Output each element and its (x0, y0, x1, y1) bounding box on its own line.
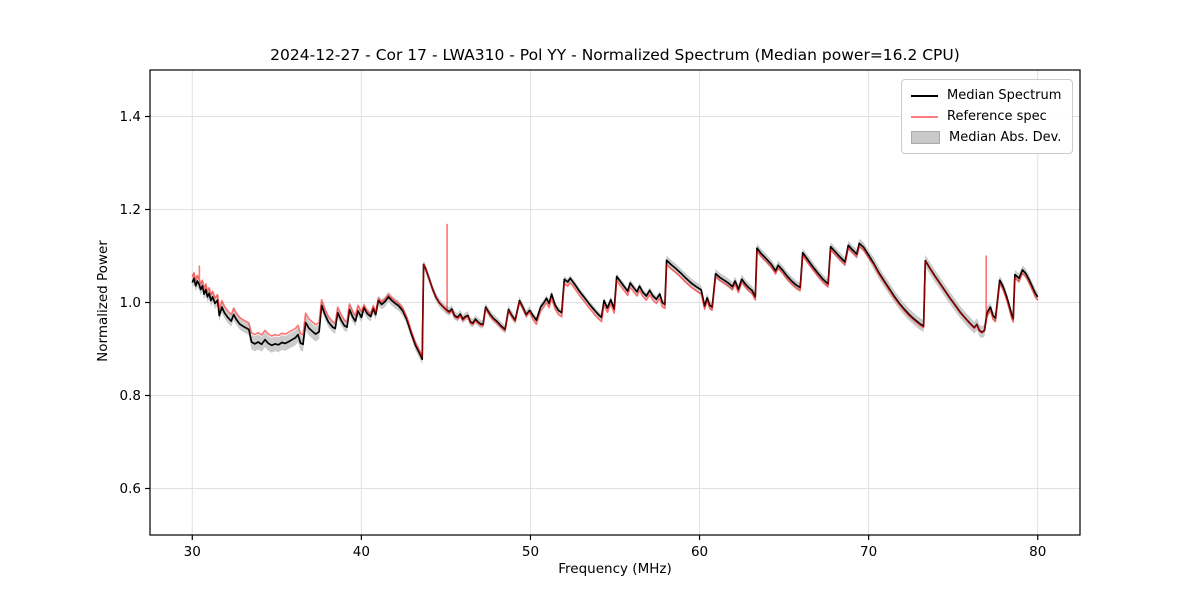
reference-spec-line (191, 223, 1039, 358)
x-tick-label: 40 (353, 544, 370, 560)
y-axis-label: Normalized Power (95, 240, 111, 362)
x-tick-label: 70 (860, 544, 877, 560)
legend-label: Median Spectrum (947, 88, 1062, 103)
x-tick-label: 60 (691, 544, 708, 560)
x-tick-label: 80 (1029, 544, 1046, 560)
x-tick-label: 50 (522, 544, 539, 560)
legend-item-median-spectrum: Median Spectrum (911, 85, 1063, 106)
legend-label: Median Abs. Dev. (949, 130, 1062, 145)
reference-line-swatch-icon (911, 115, 938, 118)
y-tick-label: 1.2 (120, 202, 141, 218)
page-title: 2024-12-27 - Cor 17 - LWA310 - Pol YY - … (270, 46, 960, 64)
y-tick-label: 0.6 (120, 481, 141, 497)
mad-band-swatch-icon (911, 131, 940, 144)
y-tick-label: 1.0 (120, 295, 141, 311)
legend-label: Reference spec (947, 109, 1047, 124)
y-tick-label: 1.4 (120, 109, 141, 125)
median-line-swatch-icon (911, 94, 938, 97)
y-tick-label: 0.8 (120, 388, 141, 404)
x-axis-label: Frequency (MHz) (558, 561, 672, 577)
legend-item-reference-spec: Reference spec (911, 106, 1063, 127)
legend-item-median-abs-dev: Median Abs. Dev. (911, 127, 1063, 148)
legend: Median Spectrum Reference spec Median Ab… (901, 79, 1073, 154)
x-tick-label: 30 (184, 544, 201, 560)
